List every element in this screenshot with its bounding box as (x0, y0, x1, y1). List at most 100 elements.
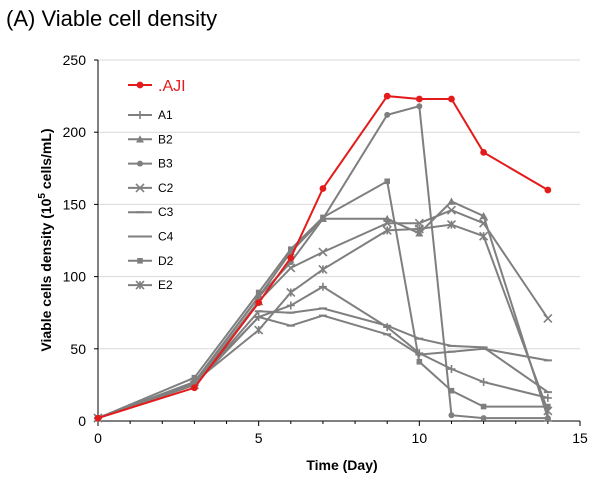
point-e2-3 (286, 287, 296, 298)
y-tick-label-200: 200 (63, 124, 87, 140)
point-a1-4 (318, 282, 327, 291)
legend-label-c4: C4 (158, 230, 174, 244)
legend-marker-d2 (137, 258, 143, 264)
point-b3-7 (448, 412, 455, 419)
series-line-b3 (97, 104, 548, 420)
point-aji-8 (480, 149, 487, 156)
point-c2-8 (479, 218, 489, 228)
point-e2-2 (254, 325, 264, 335)
point-a1-7 (447, 365, 456, 374)
y-tick-label-50: 50 (70, 341, 86, 357)
point-aji-1 (191, 384, 198, 392)
point-aji-7 (448, 95, 455, 103)
legend-marker-b3 (137, 160, 143, 167)
point-b2-8 (479, 211, 488, 220)
legend-item-c4: C4 (128, 230, 174, 244)
point-b2-7 (447, 197, 456, 205)
point-c2-5 (382, 218, 392, 228)
point-c2-3 (286, 263, 296, 273)
point-aji-3 (287, 254, 295, 262)
point-d2-6 (416, 358, 423, 365)
x-tick-label-5: 5 (255, 430, 263, 446)
y-tick-label-0: 0 (78, 413, 86, 429)
legend-marker-c2 (135, 183, 145, 193)
point-d2-5 (384, 178, 390, 185)
point-a1-3 (286, 301, 295, 310)
series-line-aji (97, 95, 549, 420)
series-line-a1 (97, 285, 549, 420)
legend: .AJI A1 B2 B3 C2 C3 C4 D2 E2 (128, 78, 186, 292)
point-d2-4 (320, 214, 326, 221)
point-aji-4 (319, 185, 327, 192)
point-aji-5 (383, 92, 391, 100)
legend-item-e2: E2 (128, 278, 173, 292)
axes: 0 50 100 150 200 250 0 5 10 15 (63, 52, 588, 446)
legend-label-a1: A1 (158, 108, 173, 122)
y-tick-label-250: 250 (63, 52, 87, 68)
point-a1-9 (543, 393, 552, 402)
data-series (93, 92, 553, 423)
legend-label-c2: C2 (158, 181, 174, 195)
point-c2-9 (543, 313, 553, 324)
legend-item-d2: D2 (128, 254, 174, 268)
legend-label-b2: B2 (158, 132, 173, 146)
legend-label-aji: .AJI (158, 78, 186, 95)
point-b3-6 (416, 103, 423, 110)
point-c2-7 (446, 205, 457, 215)
point-a1-8 (479, 378, 488, 387)
point-b3-5 (384, 111, 391, 118)
point-e2-7 (446, 220, 457, 230)
series-line-c3 (97, 307, 549, 420)
point-e2-4 (318, 264, 328, 274)
legend-marker-aji (136, 81, 144, 89)
legend-marker-a1 (136, 111, 144, 119)
point-d2-8 (480, 403, 487, 410)
y-axis-title: Viable cells density (105 cells/mL) (37, 128, 54, 351)
y-axis-title-unit: cells/mL) (38, 128, 54, 193)
y-tick-label-150: 150 (63, 196, 87, 212)
y-tick-label-100: 100 (63, 269, 87, 285)
y-axis-title-main: Viable cells density (10 (38, 198, 54, 351)
x-axis-title: Time (Day) (306, 457, 377, 473)
series-line-c4 (97, 314, 549, 420)
point-aji-2 (255, 299, 263, 306)
series-line-e2 (97, 223, 549, 420)
legend-marker-b2 (136, 135, 144, 143)
legend-label-d2: D2 (158, 254, 174, 268)
point-c2-4 (318, 247, 328, 257)
series-aji (94, 92, 552, 422)
legend-item-a1: A1 (128, 108, 173, 122)
series-a1 (94, 282, 552, 423)
legend-item-c3: C3 (128, 205, 174, 219)
series-line-d2 (97, 179, 548, 420)
point-e2-5 (382, 225, 392, 235)
series-c4 (94, 314, 552, 420)
point-e2-6 (414, 224, 424, 234)
y-axis-title-exponent: 5 (37, 193, 48, 199)
legend-label-c3: C3 (158, 205, 174, 219)
point-d2-2 (255, 289, 262, 296)
point-aji-9 (544, 186, 552, 194)
legend-item-b3: B3 (128, 157, 173, 171)
x-tick-label-10: 10 (412, 430, 428, 446)
point-d2-1 (191, 374, 198, 381)
legend-item-aji: .AJI (128, 78, 186, 95)
point-aji-6 (415, 95, 423, 103)
series-c3 (94, 307, 552, 420)
legend-marker-e2 (135, 280, 145, 290)
grid-lines (98, 59, 580, 350)
legend-item-b2: B2 (128, 132, 173, 146)
chart-title: (A) Viable cell density (6, 6, 218, 31)
point-d2-9 (545, 403, 551, 410)
point-b3-8 (480, 415, 487, 422)
legend-item-c2: C2 (128, 181, 174, 195)
point-aji-0 (94, 414, 102, 422)
point-e2-9 (543, 406, 553, 416)
x-tick-label-15: 15 (572, 430, 588, 446)
x-tick-label-0: 0 (94, 430, 102, 446)
point-d2-3 (288, 246, 294, 252)
series-line-c2 (97, 209, 549, 420)
point-d2-7 (448, 387, 455, 394)
legend-label-e2: E2 (158, 278, 173, 292)
